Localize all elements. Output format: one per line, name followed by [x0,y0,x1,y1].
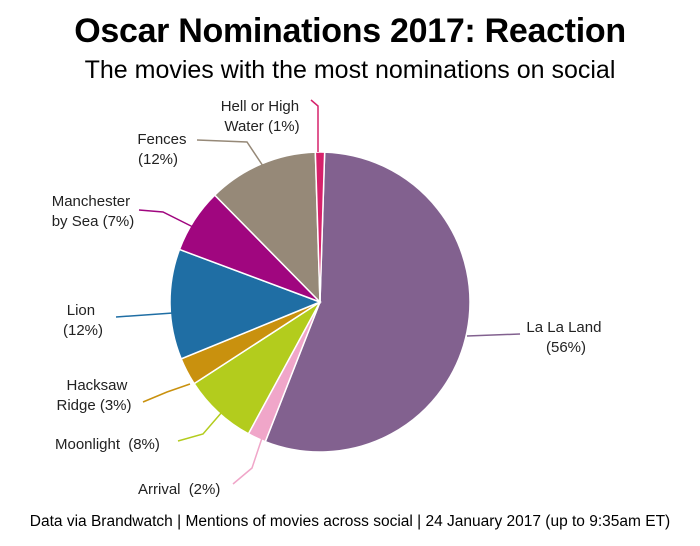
leader-line-hell-or-high-water [310,99,319,152]
label-fences: Fences (12%) [137,131,190,168]
pie-slice-la-la-land [264,151,471,453]
label-manchester-by-sea: Manchester by Sea (7%) [52,193,135,230]
pie-slice-hell-or-high-water [314,151,326,303]
leader-line-lion [115,312,174,318]
leader-line-arrival [232,437,263,485]
label-la-la-land: La La Land (56%) [526,319,605,356]
chart-footer: Data via Brandwatch | Mentions of movies… [29,513,671,530]
chart-title: Oscar Nominations 2017: Reaction [74,12,626,50]
label-hell-or-high-water: Hell or High Water (1%) [221,98,304,135]
label-moonlight: Moonlight (8%) [55,436,160,453]
label-hacksaw-ridge: Hacksaw Ridge (3%) [56,377,131,414]
leader-line-moonlight [177,411,223,442]
leader-line-la-la-land [466,333,521,337]
label-lion: Lion (12%) [63,302,103,339]
pie-slice-lion [169,248,323,360]
pie-slices [169,151,471,453]
leader-line-manchester-by-sea [138,209,194,228]
leader-line-hacksaw-ridge [142,383,191,403]
leader-lines [115,99,521,485]
leader-line-fences [196,139,264,167]
chart-subtitle: The movies with the most nominations on … [84,56,616,84]
label-arrival: Arrival (2%) [138,481,220,498]
